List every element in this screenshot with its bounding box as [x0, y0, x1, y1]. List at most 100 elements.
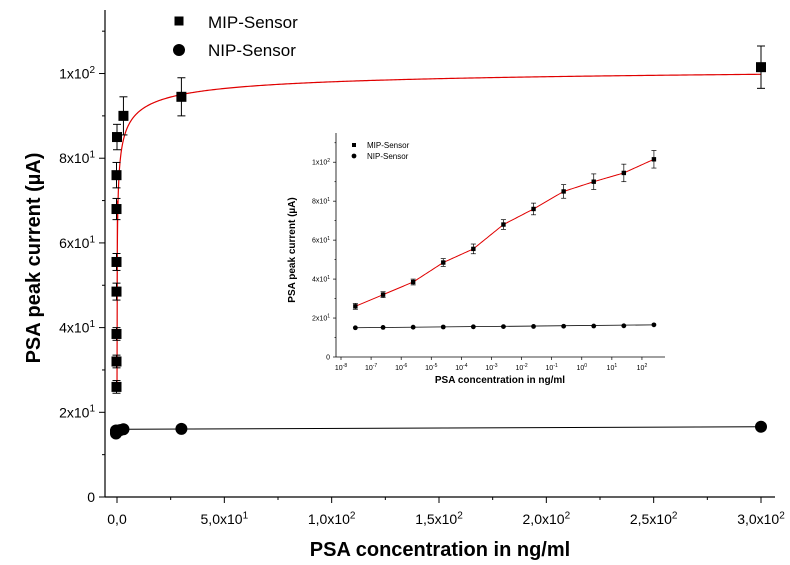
- main-point-mip-sensor: [111, 170, 122, 181]
- inset-x-tick-label: 101: [607, 363, 618, 372]
- inset-point-nip-sensor: [591, 323, 597, 329]
- main-data-points: [110, 45, 767, 440]
- inset-point-nip-sensor: [501, 324, 506, 330]
- inset-x-tick-label: 102: [637, 363, 648, 372]
- main-point-mip-sensor: [111, 381, 122, 392]
- main-x-tick-label: 2,0x102: [523, 510, 571, 527]
- main-x-tick-label-exponent: 2: [672, 510, 678, 521]
- inset-x-tick-label-exponent: 1: [614, 363, 617, 369]
- main-y-tick-label: 0: [87, 489, 95, 505]
- inset-point-nip-sensor: [352, 325, 358, 331]
- main-y-tick-label: 2x101: [59, 404, 95, 421]
- main-x-tick-label-exponent: 2: [457, 510, 463, 521]
- main-point-mip-sensor: [176, 91, 187, 102]
- main-x-tick-label-exponent: 2: [779, 510, 785, 521]
- main-point-mip-sensor: [111, 286, 122, 297]
- inset-point-nip-sensor: [531, 324, 536, 329]
- inset-x-tick-label-exponent: -2: [523, 363, 528, 369]
- inset-x-tick-label: 10-7: [365, 363, 377, 372]
- inset-y-tick-label: 4x101: [312, 275, 330, 284]
- main-y-tick-label-exponent: 1: [89, 150, 95, 161]
- main-x-tick-label: 3,0x102: [737, 510, 785, 527]
- main-y-tick-label-exponent: 1: [89, 319, 95, 330]
- main-point-mip-sensor: [118, 110, 129, 121]
- inset-point-mip-sensor: [621, 170, 627, 176]
- inset-point-mip-sensor: [651, 157, 657, 162]
- inset-x-tick-label-exponent: -3: [493, 363, 498, 369]
- inset-x-tick-label-exponent: 2: [644, 363, 647, 369]
- inset-legend: MIP-Sensor NIP-Sensor: [351, 141, 410, 161]
- inset-y-axis-title: PSA peak current (µA): [287, 197, 298, 302]
- inset-plot: 10-8 10-7 10-6 10-5 10-4 10-3 10-2 10-1 100 101 10…: [287, 133, 665, 386]
- main-x-axis-title: PSA concentration in ng/ml: [310, 539, 570, 561]
- main-x-tick-label: 1,0x102: [308, 510, 356, 527]
- legend-marker-nip-sensor: [173, 44, 185, 56]
- inset-x-tick-label-exponent: -6: [403, 363, 408, 369]
- inset-point-nip-sensor: [651, 322, 657, 328]
- inset-point-mip-sensor: [531, 206, 536, 212]
- inset-y-tick-label-exponent: 1: [327, 275, 330, 281]
- main-point-mip-sensor: [111, 204, 122, 215]
- inset-x-tick-label: 100: [576, 363, 587, 372]
- inset-x-tick-label: 10-1: [546, 363, 558, 372]
- main-x-tick-label-exponent: 2: [565, 510, 571, 521]
- inset-point-mip-sensor: [441, 260, 446, 265]
- main-y-tick-label-exponent: 2: [89, 65, 95, 76]
- inset-y-tick-label: 2x101: [312, 314, 330, 323]
- inset-point-nip-sensor: [380, 324, 386, 330]
- main-y-tick-label: 4x101: [59, 319, 95, 336]
- main-point-mip-sensor: [756, 62, 766, 73]
- main-y-axis-title: PSA peak current (µA): [23, 153, 45, 364]
- inset-legend-label-nip-sensor: NIP-Sensor: [367, 152, 409, 161]
- inset-x-tick-label-exponent: 0: [584, 363, 587, 369]
- inset-x-tick-label-exponent: -5: [433, 363, 438, 369]
- main-point-nip-sensor: [755, 420, 767, 433]
- inset-data-points: [352, 150, 657, 331]
- main-x-tick-label: 5,0x101: [201, 510, 249, 527]
- main-x-tick-label: 0,0: [107, 511, 127, 527]
- main-x-tick-label-exponent: 2: [350, 510, 356, 521]
- main-y-tick-label-exponent: 1: [89, 404, 95, 415]
- inset-x-tick-label-exponent: -7: [373, 363, 378, 369]
- inset-x-tick-label-exponent: -4: [463, 363, 468, 369]
- legend-marker-mip-sensor: [174, 16, 184, 26]
- inset-x-tick-label: 10-2: [515, 363, 527, 372]
- main-x-tick-label: 1,5x102: [415, 510, 463, 527]
- inset-point-mip-sensor: [561, 189, 566, 194]
- main-plot: 0,0 5,0x101 1,0x102 1,5x102 2,0x102 2,5x102 3,…: [23, 10, 785, 561]
- inset-point-nip-sensor: [621, 323, 627, 329]
- inset-y-tick-label-exponent: 1: [327, 236, 330, 242]
- inset-y-tick-label-exponent: 1: [327, 314, 330, 320]
- legend-label-mip-sensor: MIP-Sensor: [208, 13, 298, 32]
- inset-x-tick-label-exponent: -1: [553, 363, 558, 369]
- inset-x-tick-label-exponent: -8: [343, 363, 348, 369]
- inset-point-mip-sensor: [591, 179, 596, 184]
- main-legend: MIP-Sensor NIP-Sensor: [173, 13, 298, 60]
- inset-x-tick-label: 10-3: [485, 363, 497, 372]
- inset-point-mip-sensor: [380, 292, 386, 297]
- inset-legend-marker-mip-sensor: [352, 143, 356, 147]
- inset-y-tick-label-exponent: 2: [327, 158, 330, 164]
- inset-x-tick-label: 10-6: [395, 363, 407, 372]
- main-x-tick-label-exponent: 1: [243, 510, 249, 521]
- main-ticks: 0,0 5,0x101 1,0x102 1,5x102 2,0x102 2,5x102 3,…: [59, 30, 785, 527]
- inset-y-tick-label: 1x102: [312, 158, 330, 167]
- main-point-mip-sensor: [112, 132, 122, 143]
- main-y-tick-label: 6x101: [59, 234, 95, 251]
- inset-point-nip-sensor: [470, 324, 476, 330]
- inset-x-tick-label: 10-5: [425, 363, 437, 372]
- main-y-tick-label-exponent: 1: [89, 234, 95, 245]
- main-point-nip-sensor: [117, 423, 130, 436]
- inset-legend-label-mip-sensor: MIP-Sensor: [367, 141, 410, 150]
- inset-point-mip-sensor: [471, 246, 476, 252]
- inset-x-tick-label: 10-4: [455, 363, 467, 372]
- inset-point-nip-sensor: [410, 324, 416, 330]
- inset-point-nip-sensor: [440, 324, 446, 330]
- inset-point-nip-sensor: [561, 323, 567, 329]
- main-point-mip-sensor: [111, 356, 122, 367]
- inset-y-tick-label: 6x101: [312, 236, 330, 245]
- inset-x-tick-label: 10-8: [335, 363, 347, 372]
- inset-y-tick-label-exponent: 1: [327, 197, 330, 203]
